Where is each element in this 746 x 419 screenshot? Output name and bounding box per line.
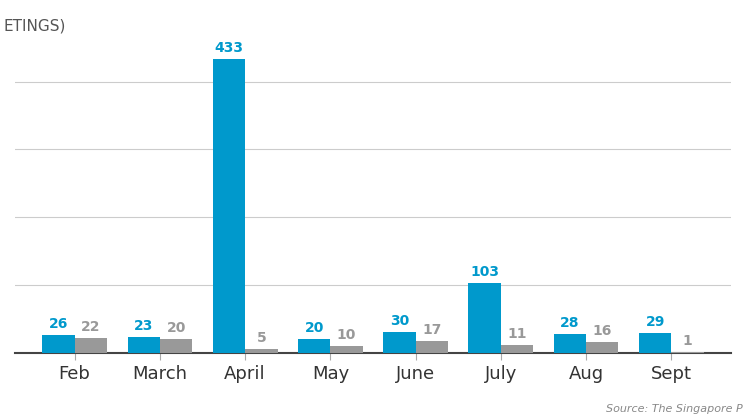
Text: ETINGS): ETINGS) — [4, 19, 66, 34]
Text: 1: 1 — [683, 334, 692, 348]
Text: 103: 103 — [470, 265, 499, 279]
Text: 433: 433 — [214, 41, 243, 55]
Text: 10: 10 — [337, 328, 357, 342]
Text: 22: 22 — [81, 320, 101, 334]
Bar — [501, 345, 533, 352]
Bar — [160, 339, 192, 352]
Text: 30: 30 — [390, 314, 409, 328]
Text: 11: 11 — [507, 327, 527, 341]
Bar — [639, 333, 671, 352]
Bar — [383, 332, 416, 352]
Bar — [416, 341, 448, 352]
Text: 28: 28 — [560, 316, 580, 329]
Bar — [298, 339, 330, 352]
Bar — [128, 337, 160, 352]
Text: 29: 29 — [645, 315, 665, 329]
Bar — [213, 59, 245, 352]
Bar — [245, 349, 278, 352]
Text: 23: 23 — [134, 319, 154, 333]
Text: 16: 16 — [592, 323, 612, 338]
Text: 17: 17 — [422, 323, 442, 337]
Bar — [330, 346, 363, 352]
Bar — [468, 283, 501, 352]
Bar — [75, 338, 107, 352]
Text: 5: 5 — [257, 331, 266, 345]
Text: Source: The Singapore P: Source: The Singapore P — [606, 404, 742, 414]
Text: 26: 26 — [48, 317, 68, 331]
Bar — [43, 335, 75, 352]
Text: 20: 20 — [304, 321, 324, 335]
Bar — [586, 342, 618, 352]
Bar — [554, 334, 586, 352]
Text: 20: 20 — [166, 321, 186, 335]
